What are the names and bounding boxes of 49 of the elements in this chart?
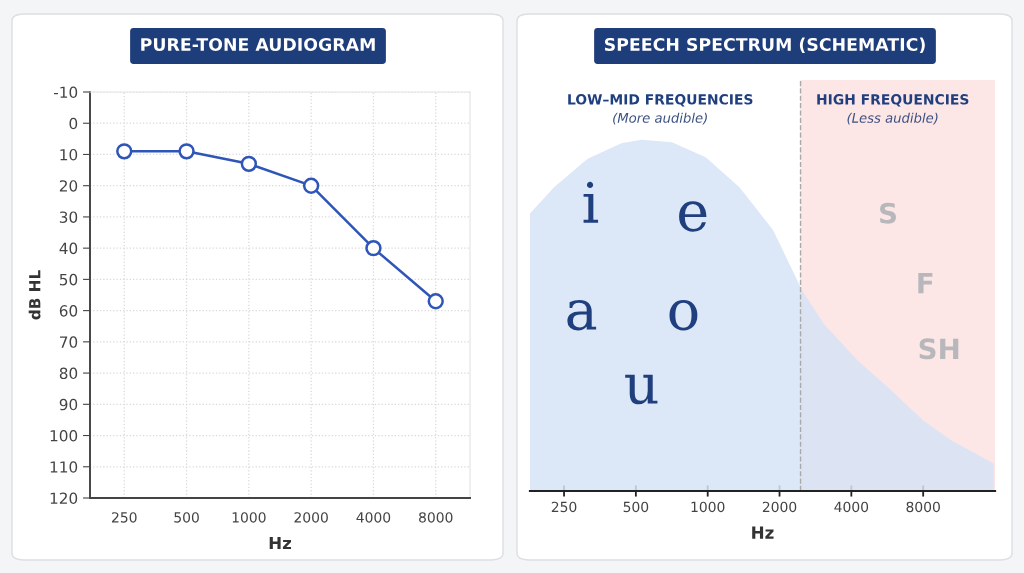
point	[302, 177, 320, 194]
y-tick-label: 20	[59, 180, 78, 192]
x-tick-label: 500	[174, 512, 199, 523]
point	[240, 155, 258, 173]
y-tick-label: 90	[59, 398, 78, 411]
x-tick-label: 250	[112, 512, 137, 523]
point	[427, 293, 444, 310]
x-axis-title: Hz	[269, 536, 292, 550]
annotation: e	[679, 201, 707, 232]
chart-title: SPEECH SPECTRUM (SCHEMATIC)	[604, 37, 925, 54]
x-tick-label: 1000	[232, 512, 266, 523]
text: (Less audible)	[847, 112, 938, 125]
annotation: F	[918, 272, 933, 294]
y-axis-title: dB HL	[28, 270, 41, 320]
annotation: u	[625, 374, 658, 405]
x-axis-title: Hz	[752, 526, 774, 539]
x-tick-label: 500	[623, 501, 649, 513]
y-tick-label: 40	[59, 242, 78, 255]
y-tick-label: 120	[50, 492, 78, 505]
y-tick-label: 70	[60, 336, 78, 348]
x-tick-label: 8000	[906, 501, 940, 513]
y-tick-label: 0	[69, 117, 78, 130]
y-tick-label: -10	[53, 86, 78, 99]
text: HIGH FREQUENCIES	[817, 94, 969, 107]
annotation: o	[669, 299, 698, 331]
y-tick-label: 110	[50, 461, 78, 473]
annotation: SH	[919, 338, 959, 360]
annotation: i	[583, 181, 599, 223]
annotation: S	[880, 202, 897, 224]
y-tick-label: 100	[50, 430, 78, 442]
x-tick-label: 4000	[834, 501, 869, 513]
x-tick-label: 250	[551, 501, 577, 513]
annotation: a	[567, 299, 597, 331]
text: LOW–MID FREQUENCIES	[568, 94, 753, 107]
x-tick-label: 4000	[356, 512, 391, 523]
y-tick-label: 60	[59, 305, 78, 317]
y-tick-label: 10	[60, 148, 78, 161]
x-tick-label: 1000	[691, 501, 725, 513]
x-tick-label: 2000	[762, 501, 797, 513]
y-tick-label: 80	[59, 367, 78, 380]
y-tick-label: 50	[59, 273, 78, 286]
y-tick-label: 30	[59, 211, 78, 223]
point	[178, 143, 195, 160]
x-tick-label: 8000	[419, 512, 453, 523]
point	[116, 143, 133, 160]
text: (More audible)	[613, 112, 707, 125]
point	[365, 239, 382, 257]
chart-title: PURE-TONE AUDIOGRAM	[141, 37, 375, 52]
x-tick-label: 2000	[294, 512, 328, 523]
